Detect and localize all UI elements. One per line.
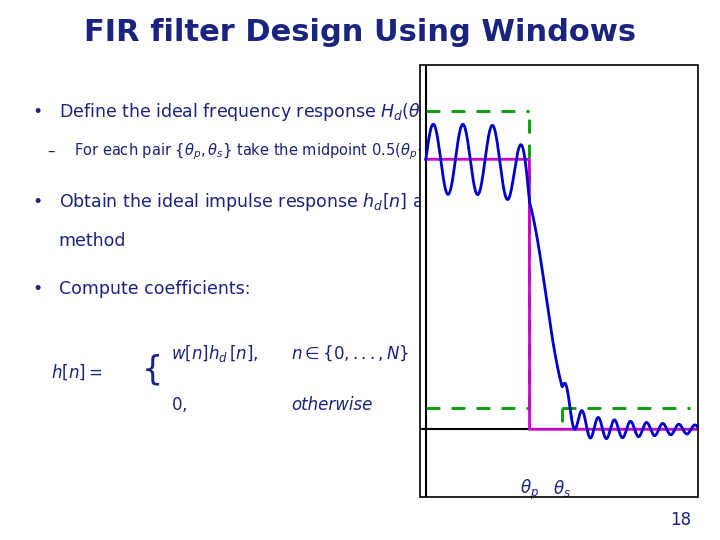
Text: method: method	[59, 232, 126, 250]
Text: $\theta_p$: $\theta_p$	[520, 478, 539, 502]
Text: $\{$: $\{$	[141, 353, 161, 388]
Text: For each pair {$\theta_p,\theta_s$} take the midpoint 0.5($\theta_p$+$\theta_s$): For each pair {$\theta_p,\theta_s$} take…	[74, 141, 449, 162]
Text: $w[n]h_d\,[n],$: $w[n]h_d\,[n],$	[171, 342, 259, 363]
Text: FIR filter Design Using Windows: FIR filter Design Using Windows	[84, 18, 636, 47]
Text: •: •	[32, 193, 42, 211]
Text: $0,$: $0,$	[171, 395, 188, 414]
Text: Define the ideal frequency response $H_d(\theta)$: Define the ideal frequency response $H_d…	[59, 100, 426, 123]
Text: Obtain the ideal impulse response $h_d[n]$ as in the IRT: Obtain the ideal impulse response $h_d[n…	[59, 191, 523, 213]
Text: $n \in \{0,...,N\}$: $n \in \{0,...,N\}$	[292, 343, 410, 363]
Bar	[420, 65, 698, 497]
Text: •: •	[32, 103, 42, 120]
Text: $h[n] =$: $h[n] =$	[51, 363, 103, 382]
Text: otherwise: otherwise	[292, 396, 373, 414]
Text: •: •	[32, 280, 42, 298]
Text: –: –	[48, 144, 55, 159]
Text: 18: 18	[670, 511, 691, 529]
Text: $\theta_s$: $\theta_s$	[553, 478, 571, 499]
Text: Compute coefficients:: Compute coefficients:	[59, 280, 251, 298]
